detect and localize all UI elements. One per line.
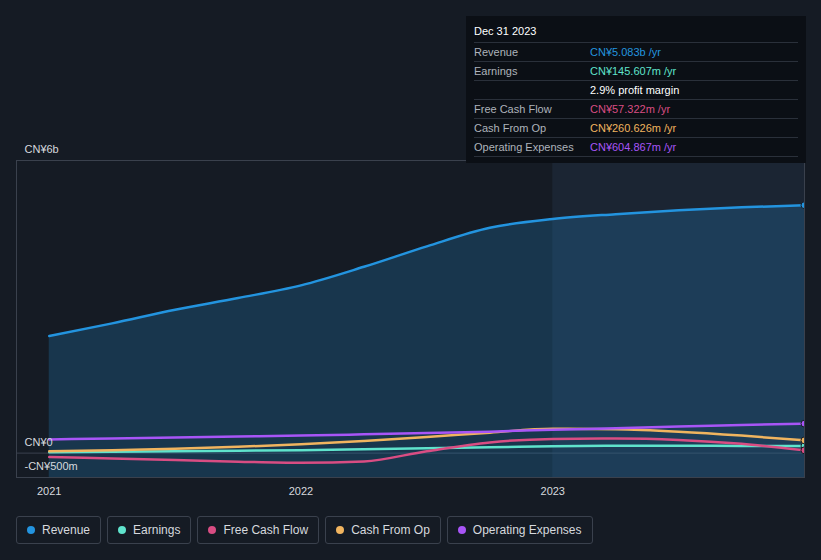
html-text:Earnings: Earnings [133, 523, 181, 537]
svg-text:2023: 2023 [541, 485, 565, 497]
html-text:Free Cash Flow: Free Cash Flow [223, 523, 309, 537]
html-text:Revenue: Revenue [42, 523, 90, 537]
html-text:Cash From Op: Cash From Op [351, 523, 430, 537]
html-text:2.9% profit margin: 2.9% profit margin [590, 84, 680, 96]
svg-text:2022: 2022 [289, 485, 313, 497]
html-text:CN¥145.607m /yr: CN¥145.607m /yr [590, 65, 677, 77]
html-text:Dec 31 2023: Dec 31 2023 [474, 25, 537, 37]
html-text:CN¥260.626m /yr: CN¥260.626m /yr [590, 122, 677, 134]
svg-text:2021: 2021 [37, 485, 61, 497]
html-text:Earnings: Earnings [474, 65, 518, 77]
svg-text:CN¥0: CN¥0 [25, 436, 53, 448]
html-text:CN¥5.083b /yr: CN¥5.083b /yr [590, 46, 661, 58]
html-text:CN¥57.322m /yr: CN¥57.322m /yr [590, 103, 671, 115]
html-text:Free Cash Flow: Free Cash Flow [474, 103, 552, 115]
html-text:Operating Expenses: Operating Expenses [474, 141, 574, 153]
html-text:Operating Expenses: Operating Expenses [472, 523, 582, 537]
html-text:Revenue: Revenue [474, 46, 518, 58]
html-text:CN¥604.867m /yr: CN¥604.867m /yr [590, 141, 677, 153]
svg-text:CN¥6b: CN¥6b [25, 143, 59, 155]
html-text:Cash From Op: Cash From Op [474, 122, 547, 134]
svg-text:-CN¥500m: -CN¥500m [25, 460, 78, 472]
